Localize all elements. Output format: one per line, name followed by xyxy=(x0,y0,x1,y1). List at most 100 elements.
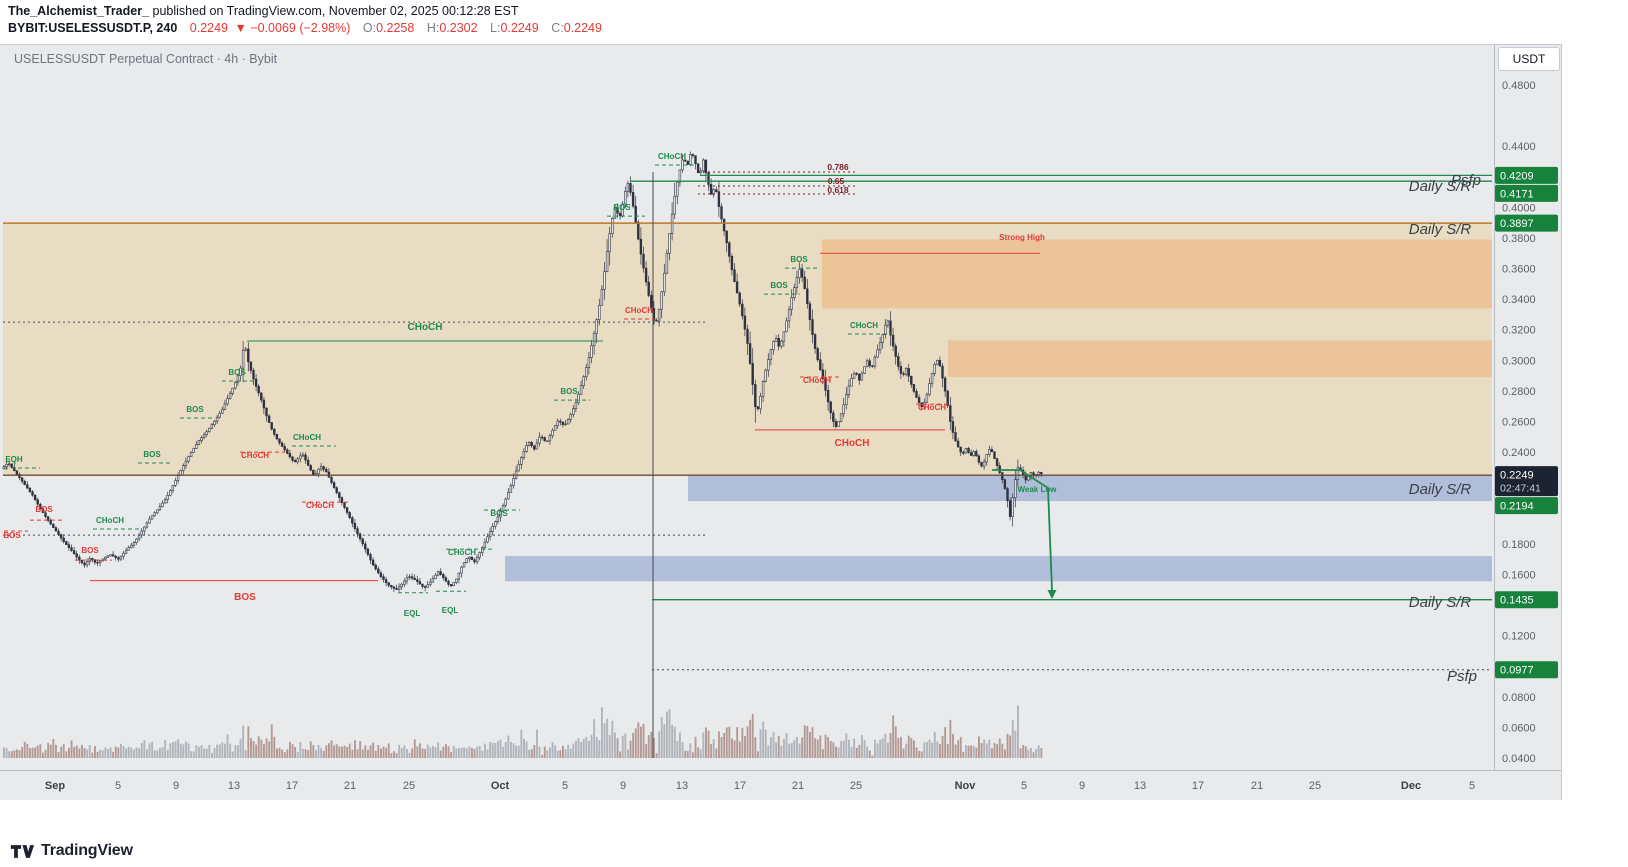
demand-blue-zone-upper[interactable] xyxy=(688,475,1492,502)
time-axis[interactable]: Sep 5 9 13 17 21 25 Oct 5 9 13 17 21 25 Nov 5 9 13 17 21 25 D… xyxy=(45,780,1475,792)
annotation-label: BOS xyxy=(490,509,508,518)
time-tick: 5 xyxy=(562,780,568,792)
price-chart-svg[interactable]: EQH BOS BOS CHoCH BOS BOS BOS BOS CHoCH CHoCH CHoC… xyxy=(0,44,1628,800)
price-tick: 0.4800 xyxy=(1502,80,1536,92)
annotation-label: BOS xyxy=(81,546,99,555)
time-tick: 25 xyxy=(850,780,862,792)
time-tick: Nov xyxy=(955,780,977,792)
chart-legend-title[interactable]: USELESSUSDT Perpetual Contract · 4h · By… xyxy=(14,52,278,66)
chart-background[interactable] xyxy=(0,44,1562,800)
tradingview-wordmark[interactable]: TradingView xyxy=(41,842,133,859)
tradingview-logo-icon[interactable] xyxy=(10,843,34,860)
annotation-label: BOS xyxy=(560,387,578,396)
time-tick: Oct xyxy=(491,780,510,792)
price-tick: 0.1800 xyxy=(1502,539,1536,551)
projection-arrow[interactable] xyxy=(992,469,1053,591)
fib-level-label: 0.786 xyxy=(827,162,849,172)
price-tick: 0.3400 xyxy=(1502,294,1536,306)
time-tick: 21 xyxy=(1251,780,1263,792)
share-header: The_Alchemist_Trader_ published on Tradi… xyxy=(8,3,611,36)
symbol-ohlc-line: BYBIT:USELESSUSDT.P, 240 0.2249 ▼ −0.006… xyxy=(8,20,611,36)
time-tick: 5 xyxy=(1021,780,1027,792)
annotation-label: BOS xyxy=(790,255,808,264)
footer: TradingView xyxy=(10,842,133,860)
low-label: L: xyxy=(490,21,501,35)
sr-label: Daily S/R xyxy=(1409,481,1472,498)
annotation-label: CHoCH xyxy=(918,403,946,412)
sr-label: Daily S/R xyxy=(1409,178,1472,195)
supply-orange-zone-lower[interactable] xyxy=(948,340,1492,378)
time-tick: Sep xyxy=(45,780,65,792)
price-tick: 0.1200 xyxy=(1502,631,1536,643)
annotation-label: CHoCH xyxy=(408,322,443,333)
annotation-label: CHoCH xyxy=(625,306,653,315)
price-badge xyxy=(1495,497,1558,515)
annotation-label: EQL xyxy=(404,609,421,618)
annotation-label: CHoCH xyxy=(293,433,321,442)
current-price-badge xyxy=(1495,466,1558,497)
price-tick: 0.2600 xyxy=(1502,417,1536,429)
price-tick: 0.1600 xyxy=(1502,569,1536,581)
close-label: C: xyxy=(551,21,564,35)
price-tick: 0.4400 xyxy=(1502,141,1536,153)
price-tick: 0.3800 xyxy=(1502,233,1536,245)
price-badge xyxy=(1495,591,1558,609)
annotation-label: CHoCH xyxy=(241,451,269,460)
price-badge-value: 0.2249 xyxy=(1500,470,1534,482)
demand-blue-zone-lower[interactable] xyxy=(505,556,1492,582)
annotation-label: CHoCH xyxy=(658,152,686,161)
price-badge xyxy=(1495,661,1558,679)
projection-arrow-head xyxy=(1047,590,1057,599)
candlestick-series[interactable] xyxy=(2,151,1043,593)
price-axis[interactable]: 0.4800 0.4400 0.4000 0.3800 0.3600 0.3400 0.32… xyxy=(1502,80,1536,765)
low-value: 0.2249 xyxy=(500,21,539,35)
sr-label: Daily S/R xyxy=(1409,221,1472,238)
supply-orange-zone-upper[interactable] xyxy=(822,239,1492,309)
time-tick: 5 xyxy=(1469,780,1475,792)
publish-line: The_Alchemist_Trader_ published on Tradi… xyxy=(8,3,611,19)
sr-label: Psfp xyxy=(1447,668,1477,685)
annotation-label: Weak Low xyxy=(1018,485,1058,494)
annotation-label: CHoCH xyxy=(835,438,870,449)
sr-label: Psfp xyxy=(1451,172,1481,189)
price-badge xyxy=(1495,184,1558,202)
symbol-title[interactable]: BYBIT:USELESSUSDT.P, 240 xyxy=(8,21,178,35)
price-badge-value: 0.0977 xyxy=(1500,665,1534,677)
price-tick: 0.2800 xyxy=(1502,386,1536,398)
publish-info: published on TradingView.com, November 0… xyxy=(149,4,519,18)
annotation-label: CHoCH xyxy=(306,501,334,510)
time-tick: Dec xyxy=(1401,780,1421,792)
price-tick: 0.3200 xyxy=(1502,325,1536,337)
time-tick: 5 xyxy=(115,780,121,792)
annotation-label: BOS xyxy=(234,592,256,603)
annotation-label: EQL xyxy=(442,606,459,615)
volume-series xyxy=(3,705,1043,758)
time-tick: 17 xyxy=(286,780,298,792)
high-value: 0.2302 xyxy=(439,21,478,35)
annotation-label: Strong High xyxy=(999,233,1045,242)
price-tick: 0.0600 xyxy=(1502,722,1536,734)
open-label: O: xyxy=(362,21,377,35)
annotation-label: CHoCH xyxy=(850,321,878,330)
price-badge-value: 0.4209 xyxy=(1500,170,1534,182)
open-value: 0.2258 xyxy=(376,21,415,35)
price-badge xyxy=(1495,166,1558,184)
time-tick: 9 xyxy=(620,780,626,792)
bar-countdown: 02:47:41 xyxy=(1500,483,1541,495)
time-tick: 17 xyxy=(1192,780,1204,792)
currency-toggle-button[interactable]: USDT xyxy=(1498,47,1560,71)
time-tick: 21 xyxy=(792,780,804,792)
annotation-label: BOS xyxy=(228,368,246,377)
price-badge-value: 0.2194 xyxy=(1500,501,1534,513)
time-tick: 17 xyxy=(734,780,746,792)
price-tick: 0.0400 xyxy=(1502,753,1536,765)
price-tick: 0.3600 xyxy=(1502,264,1536,276)
price-badge-value: 0.1435 xyxy=(1500,595,1534,607)
time-tick: 25 xyxy=(1309,780,1321,792)
price-badge-value: 0.4171 xyxy=(1500,188,1534,200)
chart-area[interactable]: EQH BOS BOS CHoCH BOS BOS BOS BOS CHoCH CHoCH CHoC… xyxy=(0,44,1628,800)
time-tick: 9 xyxy=(173,780,179,792)
sr-label: Daily S/R xyxy=(1409,594,1472,611)
annotation-label: EQH xyxy=(5,455,23,464)
